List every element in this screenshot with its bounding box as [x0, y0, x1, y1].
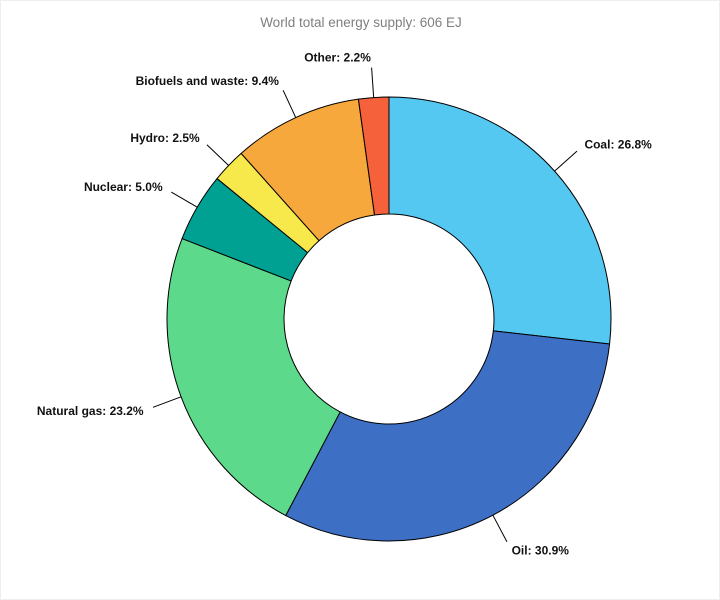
segment-label-biofuels-and-waste: Biofuels and waste: 9.4%: [136, 74, 280, 88]
leader-line-natural-gas: [152, 396, 182, 408]
leader-lines: [152, 67, 578, 542]
chart-title: World total energy supply: 606 EJ: [260, 15, 462, 30]
leader-line-other: [371, 67, 375, 98]
leader-line-coal: [554, 150, 578, 172]
leader-line-nuclear: [171, 191, 198, 208]
segment-label-natural-gas: Natural gas: 23.2%: [37, 404, 144, 418]
segment-labels: Coal: 26.8% Oil: 30.9% Natural gas: 23.2% N…: [37, 51, 652, 558]
segment-label-other: Other: 2.2%: [304, 51, 371, 65]
segment-label-hydro: Hydro: 2.5%: [130, 131, 200, 145]
leader-line-oil: [492, 514, 508, 542]
segment-other: [357, 96, 390, 216]
leader-line-hydro: [206, 144, 229, 166]
segment-natural-gas: [166, 238, 341, 517]
segment-label-oil: Oil: 30.9%: [512, 544, 570, 558]
segment-oil: [285, 330, 611, 542]
segment-coal: [388, 96, 612, 345]
leader-line-biofuels-and-waste: [282, 90, 297, 118]
segment-label-coal: Coal: 26.8%: [584, 138, 652, 152]
segment-label-nuclear: Nuclear: 5.0%: [84, 180, 163, 194]
donut-segments: [166, 96, 612, 542]
